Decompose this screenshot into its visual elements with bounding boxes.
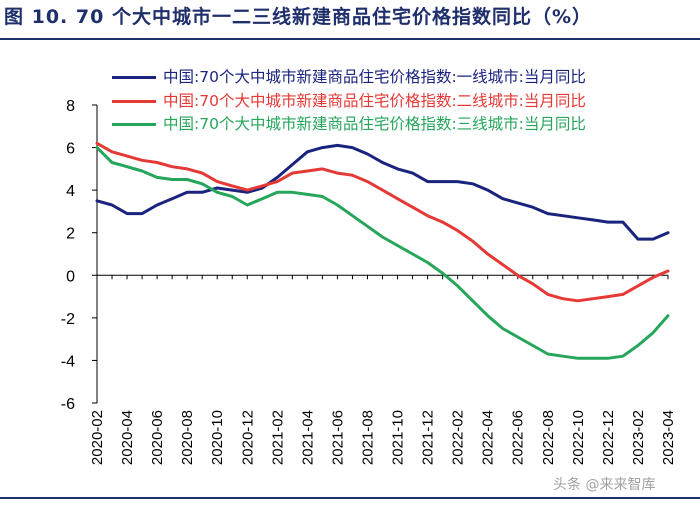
legend-swatch-tier2 xyxy=(112,99,156,103)
title-divider xyxy=(0,38,700,40)
x-tick-label: 2021-06 xyxy=(329,410,346,465)
legend-swatch-tier1 xyxy=(112,76,156,80)
legend-label-tier1: 中国:70个大中城市新建商品住宅价格指数:一线城市:当月同比 xyxy=(163,68,586,86)
x-tick-label: 2021-12 xyxy=(420,410,437,465)
footer-divider xyxy=(0,497,700,499)
x-tick-label: 2020-02 xyxy=(89,410,106,465)
series-line-2 xyxy=(95,141,670,303)
y-tick-label: 0 xyxy=(66,268,75,285)
x-tick-label: 2022-12 xyxy=(600,410,617,465)
legend: 中国:70个大中城市新建商品住宅价格指数:一线城市:当月同比 中国:70个大中城… xyxy=(112,66,586,137)
x-tick-label: 2020-06 xyxy=(149,410,166,465)
y-tick-label: 2 xyxy=(66,226,75,243)
y-tick-label: 6 xyxy=(66,141,75,158)
x-tick-label: 2020-08 xyxy=(179,410,196,465)
y-tick-label: 4 xyxy=(66,183,75,200)
x-tick-label: 2021-04 xyxy=(299,410,316,465)
legend-label-tier3: 中国:70个大中城市新建商品住宅价格指数:三线城市:当月同比 xyxy=(163,115,586,133)
x-tick-label: 2021-10 xyxy=(390,410,407,465)
watermark: 头条 @来来智库 xyxy=(553,477,656,493)
x-tick-label: 2022-08 xyxy=(540,410,557,465)
series-line-3 xyxy=(95,146,670,360)
x-tick-label: 2022-02 xyxy=(450,410,467,465)
x-tick-label: 2022-06 xyxy=(510,410,527,465)
legend-item-tier2: 中国:70个大中城市新建商品住宅价格指数:二线城市:当月同比 xyxy=(112,90,586,114)
legend-swatch-tier3 xyxy=(112,123,156,127)
x-tick-label: 2021-02 xyxy=(269,410,286,465)
y-tick-label: -6 xyxy=(61,396,75,413)
x-tick-label: 2023-02 xyxy=(630,410,647,465)
x-tick-label: 2022-10 xyxy=(570,410,587,465)
x-tick-label: 2023-04 xyxy=(660,410,677,465)
x-tick-label: 2020-04 xyxy=(119,410,136,465)
chart-title: 图 10. 70 个大中城市一二三线新建商品住宅价格指数同比（%） xyxy=(4,6,592,28)
x-tick-label: 2021-08 xyxy=(359,410,376,465)
x-tick-label: 2020-10 xyxy=(209,410,226,465)
y-tick-label: -2 xyxy=(61,311,75,328)
x-tick-label: 2022-04 xyxy=(480,410,497,465)
legend-item-tier1: 中国:70个大中城市新建商品住宅价格指数:一线城市:当月同比 xyxy=(112,66,586,90)
y-tick-label: -4 xyxy=(61,353,75,370)
x-tick-label: 2020-12 xyxy=(239,410,256,465)
series-line-1 xyxy=(95,143,670,241)
legend-label-tier2: 中国:70个大中城市新建商品住宅价格指数:二线城市:当月同比 xyxy=(163,91,586,110)
y-tick-label: 8 xyxy=(66,98,75,115)
legend-item-tier3: 中国:70个大中城市新建商品住宅价格指数:三线城市:当月同比 xyxy=(112,113,586,137)
